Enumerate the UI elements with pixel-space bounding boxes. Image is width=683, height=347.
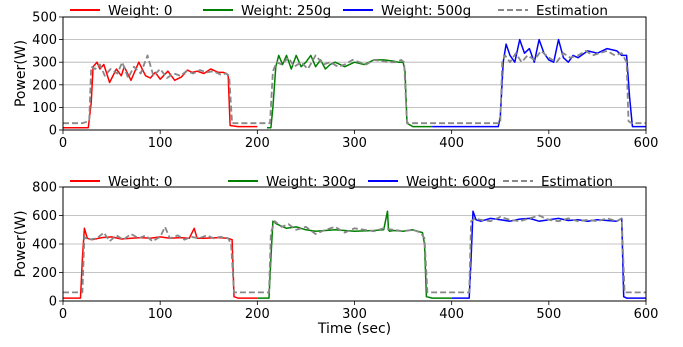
y-tick-label: 400 xyxy=(32,238,57,253)
y-tick-label: 100 xyxy=(32,101,57,116)
x-tick-label: 0 xyxy=(59,136,67,151)
x-tick-label: 100 xyxy=(148,307,173,322)
y-tick-label: 300 xyxy=(32,56,57,71)
plot-frame xyxy=(62,16,647,131)
x-tick-label: 100 xyxy=(148,136,173,151)
series-line-2 xyxy=(257,210,452,299)
x-tick-label: 200 xyxy=(245,136,270,151)
x-tick-label: 500 xyxy=(536,307,561,322)
y-axis-label: Power(W) xyxy=(13,40,29,107)
x-tick-label: 0 xyxy=(59,307,67,322)
x-tick-label: 300 xyxy=(342,136,367,151)
y-tick-label: 800 xyxy=(32,181,57,196)
series-line-3 xyxy=(451,210,646,299)
x-tick-label: 400 xyxy=(439,307,464,322)
y-tick-label: 600 xyxy=(32,209,57,224)
legend-label: Weight: 250g xyxy=(241,3,331,19)
y-tick-label: 400 xyxy=(32,33,57,48)
legend-label: Weight: 300g xyxy=(266,174,356,190)
y-axis-label: Power(W) xyxy=(13,210,29,277)
legend-label: Estimation xyxy=(536,3,608,19)
legend-label: Weight: 500g xyxy=(381,3,471,19)
x-tick-label: 500 xyxy=(536,136,561,151)
y-tick-label: 0 xyxy=(49,124,57,139)
series-line-2 xyxy=(267,54,433,129)
x-tick-label: 300 xyxy=(342,307,367,322)
legend-label: Estimation xyxy=(541,174,613,190)
y-tick-label: 500 xyxy=(32,11,57,26)
chart-panel-1: 0 100 200 300 400 500 0 100 200 300 400 500 600 Power… xyxy=(13,3,658,151)
legend-label: Weight: 0 xyxy=(108,3,172,19)
legend-label: Weight: 0 xyxy=(108,174,172,190)
series-line-1 xyxy=(63,61,258,129)
x-tick-label: 400 xyxy=(439,136,464,151)
y-tick-label: 200 xyxy=(32,78,57,93)
plot-frame xyxy=(62,186,647,302)
x-tick-label: 600 xyxy=(634,136,659,151)
x-tick-label: 600 xyxy=(634,307,659,322)
x-tick-label: 200 xyxy=(245,307,270,322)
legend-label: Weight: 600g xyxy=(406,174,496,190)
series-line-4 xyxy=(63,214,646,294)
series-line-4 xyxy=(63,50,646,125)
y-tick-label: 200 xyxy=(32,266,57,281)
x-axis-label: Time (sec) xyxy=(317,321,391,337)
y-tick-label: 0 xyxy=(49,295,57,310)
